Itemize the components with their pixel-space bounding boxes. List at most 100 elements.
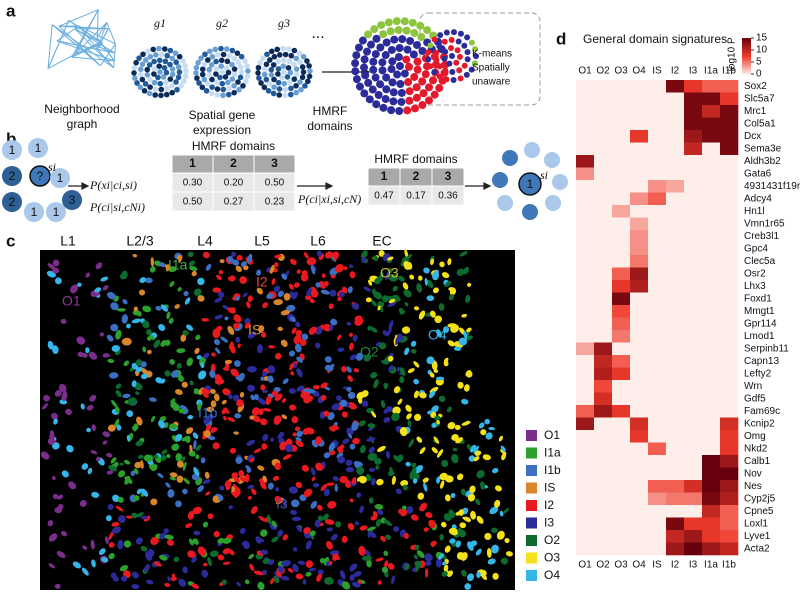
cell [193,530,201,536]
colorbar-step [742,71,751,74]
heat-cell [612,130,631,143]
cell [329,289,337,297]
cell-dot [441,55,448,62]
cell [253,570,264,576]
heat-cell [612,217,631,231]
cell [401,326,411,334]
cell [260,529,268,537]
cell [214,378,225,385]
cell-dot [394,53,403,62]
cell [140,361,147,368]
heat-cell [594,305,613,318]
heat-cell [612,380,631,393]
heat-cell [648,230,667,243]
graph-edge [71,42,103,58]
heat-cell [594,542,613,556]
graph-edge [51,24,101,67]
cell [207,435,216,441]
cell-dot [161,65,168,71]
heat-cell [576,392,595,406]
table-header: 2 [230,156,237,170]
gene-label: g3 [278,16,290,30]
cell-dot [282,86,289,93]
heat-cell [720,92,739,106]
cell-dot [421,70,430,79]
cell [430,411,437,418]
cell [288,350,296,357]
colorbar-step [742,41,751,44]
heat-cell [702,255,721,268]
heat-cell [684,92,703,106]
cell [49,434,56,440]
cell [205,424,212,432]
heat-cell [576,117,595,131]
cell-dot [382,38,391,47]
heat-cell [630,280,649,293]
cell [240,261,247,268]
cell-dot [151,58,157,65]
cell-dot [397,97,406,106]
cell [269,264,275,274]
heat-cell [702,105,721,118]
cell [235,487,241,494]
cell-dot [355,82,364,91]
heat-cell [594,117,613,131]
colorbar-step [742,54,751,57]
cell [368,497,374,504]
cell-dot [271,76,277,83]
table-value: 0.47 [374,191,394,202]
cell-dot [152,86,159,92]
cell [120,274,126,280]
cell [351,581,361,588]
heat-cell [630,342,649,356]
cell-dot [238,53,245,60]
cell-dot [366,40,375,49]
cell-dot [403,106,412,115]
cell-dot [147,84,153,90]
cell-dot [288,85,294,92]
cell [52,493,59,499]
cell-dot [472,53,479,60]
cell [306,395,313,403]
cell [121,337,132,346]
cell-dot [413,65,422,74]
cell [337,296,342,302]
cell-dot [424,96,433,105]
cell [334,483,338,492]
cell [189,444,193,453]
heat-cell [720,330,739,343]
cell-dot [255,70,261,76]
cell [319,557,326,564]
heat-cell [630,392,649,406]
colorbar-step [742,47,751,50]
cell [296,430,303,438]
cell [235,456,243,464]
heat-cell [702,505,721,518]
node [518,172,542,196]
cell [131,583,140,590]
cell-dot [164,52,171,59]
cell-dot [455,38,462,45]
cell [301,333,309,341]
heat-cell [684,455,703,468]
cell-dot [437,32,444,39]
table-header: 1 [381,169,388,183]
cell [102,285,109,291]
heat-cell [576,517,595,531]
cell [356,492,362,498]
panel-letter: d [556,29,566,48]
cell [392,285,399,292]
row-label: Gpc4 [744,243,768,254]
cell [328,442,336,452]
cell-dot [169,89,175,96]
cell [193,288,202,296]
cell [136,488,143,495]
cell [435,376,445,381]
cell-dot [176,69,183,75]
heat-cell [648,130,667,143]
cell [260,331,267,338]
heat-cell [720,417,739,431]
colorbar-step [742,46,751,49]
cell [352,437,360,445]
cell [295,573,304,580]
